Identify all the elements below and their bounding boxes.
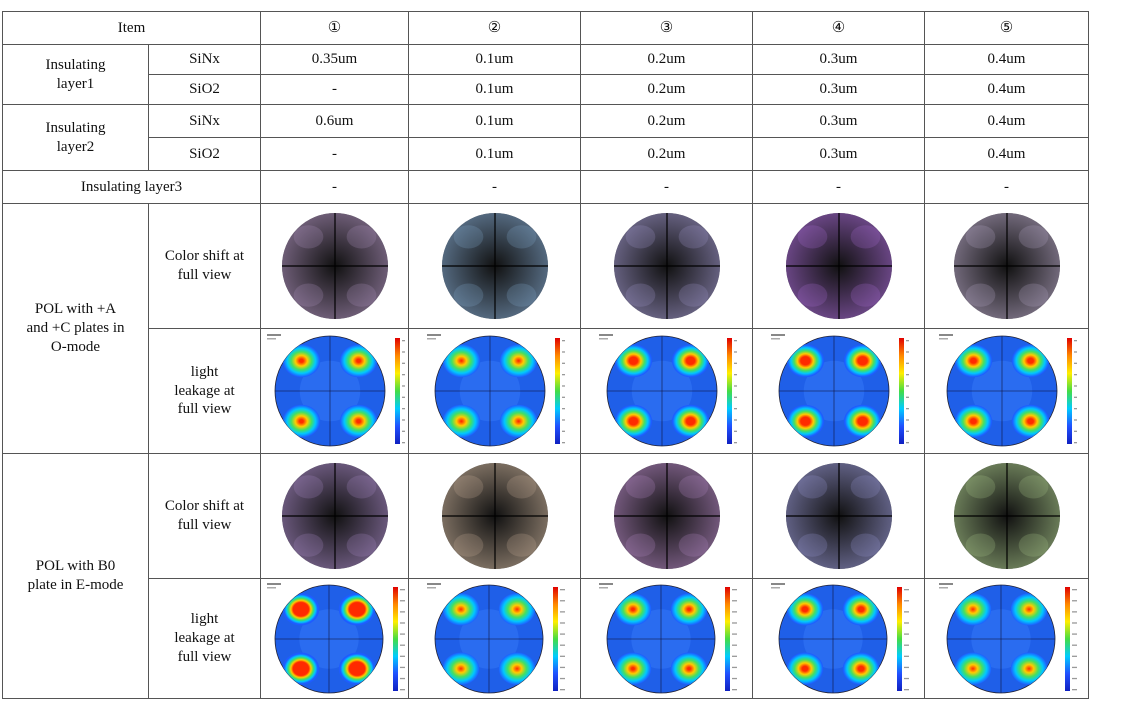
cell: - — [580, 170, 753, 204]
omode-leak-row: light leakage at full view — [3, 328, 1089, 454]
emode-color-image-1 — [260, 453, 409, 579]
light-leakage-plot — [770, 582, 909, 693]
omode-color-row: POL with +A and +C plates in O-mode Colo… — [2, 203, 1089, 454]
omode-leak-image-4 — [752, 328, 925, 454]
light-leakage-plot — [426, 582, 565, 693]
cell: - — [924, 170, 1089, 204]
layer1-sinx-label: SiNx — [148, 44, 261, 75]
omode-leak-image-2 — [408, 328, 581, 454]
header-sample-1: ① — [260, 11, 409, 45]
light-leakage-plot — [770, 334, 909, 447]
cell: 0.4um — [924, 137, 1089, 171]
emode-leak-image-4 — [752, 578, 925, 699]
omode-leak-image-5 — [924, 328, 1089, 454]
omode-leak-image-1 — [260, 328, 409, 454]
layer2-label: Insulating layer2 — [2, 104, 149, 171]
emode-label: POL with B0 plate in E-mode — [2, 453, 149, 699]
cell: - — [752, 170, 925, 204]
emode-leak-image-1 — [260, 578, 409, 699]
color-shift-plot — [281, 213, 388, 319]
cell: - — [260, 137, 409, 171]
layer1-sio2-row: SiO2 - 0.1um 0.2um 0.3um 0.4um — [3, 74, 1089, 105]
cell: 0.3um — [752, 44, 925, 75]
cell: 0.35um — [260, 44, 409, 75]
layer1-sinx-row: Insulating layer1 SiNx 0.35um 0.1um 0.2u… — [2, 44, 1089, 105]
light-leakage-plot — [938, 582, 1077, 693]
omode-leak-label: light leakage at full view — [148, 328, 261, 454]
cell: 0.1um — [408, 137, 581, 171]
color-shift-plot — [953, 213, 1060, 319]
emode-color-image-4 — [752, 453, 925, 579]
cell: 0.2um — [580, 44, 753, 75]
color-shift-plot — [613, 213, 720, 319]
header-sample-5: ⑤ — [924, 11, 1089, 45]
layer3-row: Insulating layer3 - - - - - — [2, 170, 1089, 204]
cell: - — [260, 170, 409, 204]
color-shift-plot — [785, 463, 892, 569]
cell: 0.1um — [408, 104, 581, 138]
omode-color-image-4 — [752, 203, 925, 329]
omode-color-image-1 — [260, 203, 409, 329]
header-row: Item ① ② ③ ④ ⑤ — [2, 11, 1089, 45]
omode-color-image-2 — [408, 203, 581, 329]
omode-color-image-3 — [580, 203, 753, 329]
omode-label: POL with +A and +C plates in O-mode — [2, 203, 149, 454]
layer2-sio2-label: SiO2 — [148, 137, 261, 171]
color-shift-plot — [441, 213, 548, 319]
layer2-sinx-label: SiNx — [148, 104, 261, 138]
cell: 0.4um — [924, 74, 1089, 105]
cell: 0.3um — [752, 74, 925, 105]
color-shift-plot — [441, 463, 548, 569]
cell: 0.3um — [752, 104, 925, 138]
cell: 0.3um — [752, 137, 925, 171]
layer2-sinx-row: Insulating layer2 SiNx 0.6um 0.1um 0.2um… — [2, 104, 1089, 171]
light-leakage-plot — [598, 582, 737, 693]
cell: 0.1um — [408, 74, 581, 105]
color-shift-plot — [953, 463, 1060, 569]
cell: 0.4um — [924, 104, 1089, 138]
omode-leak-image-3 — [580, 328, 753, 454]
cell: 0.4um — [924, 44, 1089, 75]
cell: 0.2um — [580, 74, 753, 105]
color-shift-plot — [785, 213, 892, 319]
emode-color-label: Color shift at full view — [148, 453, 261, 579]
layer1-sio2-label: SiO2 — [148, 74, 261, 105]
header-item: Item — [2, 11, 261, 45]
emode-color-image-2 — [408, 453, 581, 579]
omode-color-label: Color shift at full view — [148, 203, 261, 329]
light-leakage-plot — [426, 334, 565, 447]
cell: - — [260, 74, 409, 105]
emode-color-row: POL with B0 plate in E-mode Color shift … — [2, 453, 1089, 699]
cell: - — [408, 170, 581, 204]
cell: 0.6um — [260, 104, 409, 138]
cell: 0.2um — [580, 137, 753, 171]
light-leakage-plot — [598, 334, 737, 447]
header-sample-2: ② — [408, 11, 581, 45]
emode-leak-image-2 — [408, 578, 581, 699]
light-leakage-plot — [938, 334, 1077, 447]
emode-color-image-5 — [924, 453, 1089, 579]
color-shift-plot — [613, 463, 720, 569]
emode-color-image-3 — [580, 453, 753, 579]
light-leakage-plot — [266, 582, 405, 693]
cell: 0.2um — [580, 104, 753, 138]
emode-leak-label: light leakage at full view — [148, 578, 261, 699]
header-sample-3: ③ — [580, 11, 753, 45]
layer2-sio2-row: SiO2 - 0.1um 0.2um 0.3um 0.4um — [3, 137, 1089, 171]
data-table: Item ① ② ③ ④ ⑤ Insulating layer1 SiNx 0.… — [2, 11, 1089, 699]
color-shift-plot — [281, 463, 388, 569]
emode-leak-image-5 — [924, 578, 1089, 699]
cell: 0.1um — [408, 44, 581, 75]
emode-leak-row: light leakage at full view — [3, 578, 1089, 699]
emode-leak-image-3 — [580, 578, 753, 699]
layer1-label: Insulating layer1 — [2, 44, 149, 105]
layer3-label: Insulating layer3 — [2, 170, 261, 204]
omode-color-image-5 — [924, 203, 1089, 329]
light-leakage-plot — [266, 334, 405, 447]
header-sample-4: ④ — [752, 11, 925, 45]
